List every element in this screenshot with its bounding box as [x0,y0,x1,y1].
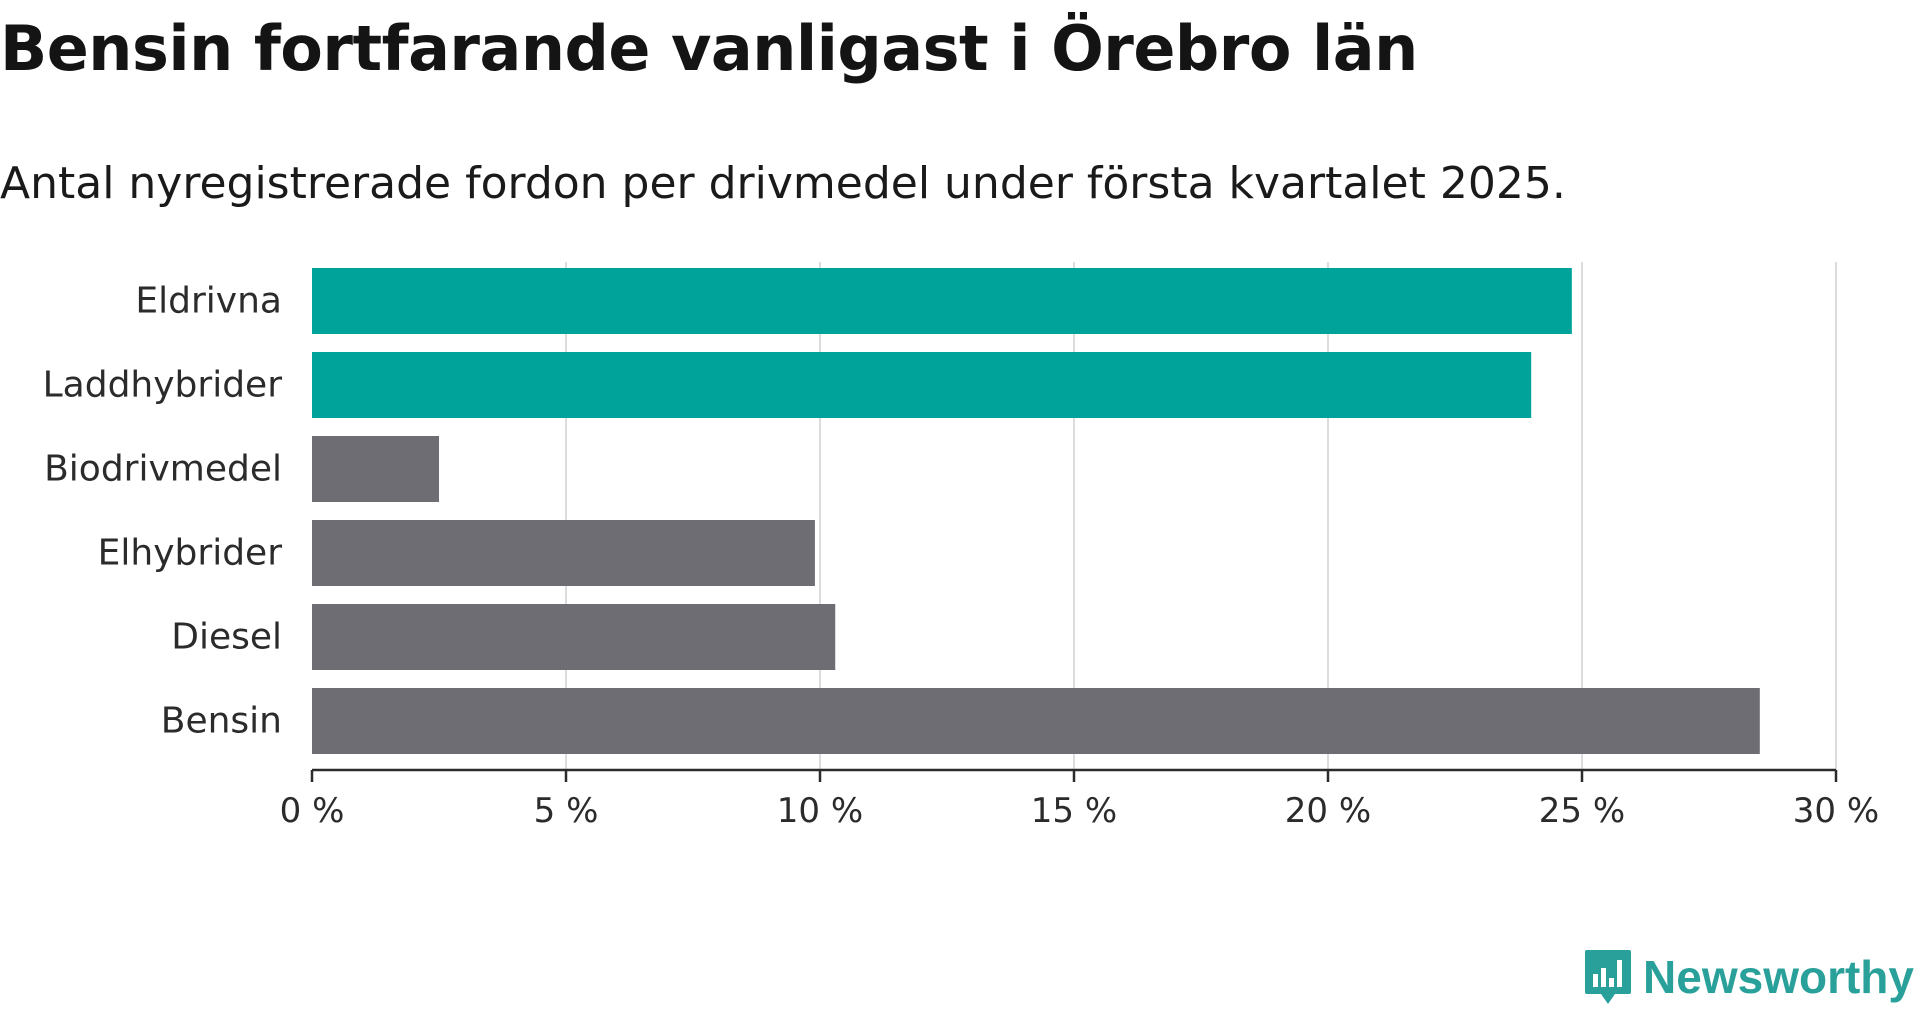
chart-title: Bensin fortfarande vanligast i Örebro lä… [0,12,1418,85]
x-tick-label: 0 % [280,791,345,831]
x-tick-label: 30 % [1793,791,1879,831]
category-label: Biodrivmedel [44,449,282,490]
bar-chart-icon [1585,950,1632,1004]
x-tick-label: 20 % [1285,791,1371,831]
x-tick-label: 5 % [534,791,599,831]
bar-bensin [312,688,1760,754]
x-axis: 0 % 5 % 10 % 15 % 20 % 25 % 30 % [280,768,1879,831]
bar-biodrivmedel [312,436,439,502]
bars [312,268,1760,754]
bar-laddhybrider [312,352,1532,418]
grid-lines [565,262,1837,770]
bar-elhybrider [312,520,815,586]
chart-subtitle: Antal nyregistrerade fordon per drivmede… [0,158,1566,209]
category-label: Elhybrider [98,533,283,574]
category-label: Bensin [161,701,282,742]
x-tick-label: 15 % [1031,791,1117,831]
bar-chart: 0 % 5 % 10 % 15 % 20 % 25 % 30 % Eldrivna Laddh… [43,262,1879,831]
bar-eldrivna [312,268,1572,334]
category-label: Laddhybrider [43,365,283,406]
category-label: Diesel [171,617,282,658]
x-tick-label: 10 % [777,791,863,831]
brand-name: Newsworthy [1643,951,1914,1003]
brand-logo: Newsworthy [1583,948,1914,1006]
bar-diesel [312,604,836,670]
x-tick-label: 25 % [1539,791,1625,831]
category-label: Eldrivna [135,281,282,322]
category-labels: Eldrivna Laddhybrider Biodrivmedel Elhybrid… [43,281,283,742]
